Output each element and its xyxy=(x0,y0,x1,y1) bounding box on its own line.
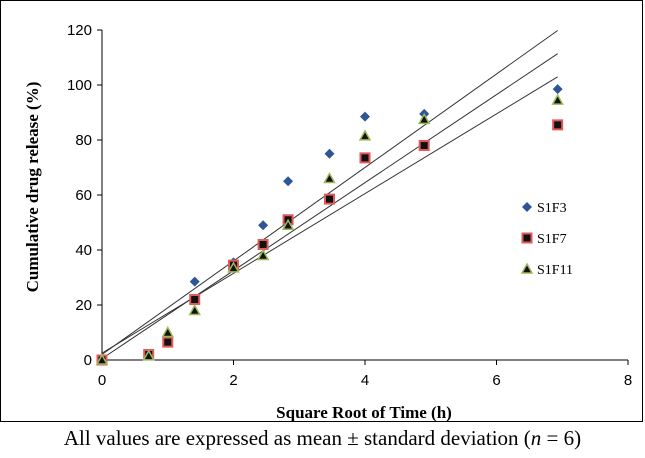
data-point-s1f11 xyxy=(142,349,155,361)
caption: All values are expressed as mean ± stand… xyxy=(0,426,645,451)
data-points xyxy=(95,84,564,366)
data-point-s1f11 xyxy=(358,129,372,141)
legend: S1F3 S1F7 S1F11 xyxy=(520,201,573,278)
y-axis-label: Cumulative drug release (%) xyxy=(23,82,42,293)
legend-marker-s1f11 xyxy=(520,262,534,274)
data-point-s1f7 xyxy=(189,294,201,305)
legend-label-s1f11: S1F11 xyxy=(537,263,573,278)
data-point-s1f7 xyxy=(418,140,430,151)
data-point-s1f7 xyxy=(359,152,371,164)
y-tick-label: 120 xyxy=(67,22,92,39)
caption-text-end: = 6) xyxy=(541,426,582,450)
data-point-s1f3 xyxy=(360,111,370,122)
data-point-s1f7 xyxy=(323,193,335,205)
caption-n-symbol: n xyxy=(530,426,542,450)
legend-marker-s1f7 xyxy=(521,232,533,244)
data-point-s1f7 xyxy=(162,336,174,348)
data-point-s1f7 xyxy=(552,119,564,131)
legend-label-s1f3: S1F3 xyxy=(537,201,567,216)
x-axis-label: Square Root of Time (h) xyxy=(276,403,452,422)
data-point-s1f3 xyxy=(189,276,200,287)
data-point-s1f11 xyxy=(281,218,295,230)
y-tick-label: 0 xyxy=(84,352,92,369)
data-point-s1f11 xyxy=(161,325,175,338)
y-tick-label: 80 xyxy=(75,132,92,149)
data-point-s1f11 xyxy=(256,248,270,261)
x-tick-label: 0 xyxy=(98,372,106,389)
legend-label-s1f7: S1F7 xyxy=(537,232,567,247)
data-point-s1f3 xyxy=(552,84,563,95)
x-tick-label: 4 xyxy=(361,372,369,389)
caption-text-start: All values are expressed as mean ± stand… xyxy=(63,426,531,450)
trendline-s1f3 xyxy=(101,30,558,355)
legend-marker-s1f3 xyxy=(522,202,532,212)
trendlines xyxy=(101,30,558,360)
x-tick-label: 6 xyxy=(492,372,500,389)
data-point-s1f7 xyxy=(257,239,269,250)
data-point-s1f11 xyxy=(417,112,431,125)
data-point-s1f11 xyxy=(551,93,564,105)
y-tick-label: 40 xyxy=(75,242,92,259)
y-tick-label: 60 xyxy=(75,187,92,204)
data-point-s1f3 xyxy=(283,176,294,187)
x-tick-label: 2 xyxy=(229,372,237,389)
x-tick-label: 8 xyxy=(624,372,632,389)
y-tick-label: 100 xyxy=(67,77,92,94)
trendline-s1f11 xyxy=(101,76,558,354)
data-point-s1f11 xyxy=(227,261,240,273)
data-point-s1f11 xyxy=(323,171,336,184)
chart-frame xyxy=(0,0,643,422)
y-tick-label: 20 xyxy=(75,297,92,314)
data-point-s1f3 xyxy=(324,148,335,159)
data-point-s1f11 xyxy=(188,303,201,316)
trendline-s1f7 xyxy=(101,53,558,360)
data-point-s1f3 xyxy=(258,220,269,231)
data-point-s1f11 xyxy=(95,353,109,365)
